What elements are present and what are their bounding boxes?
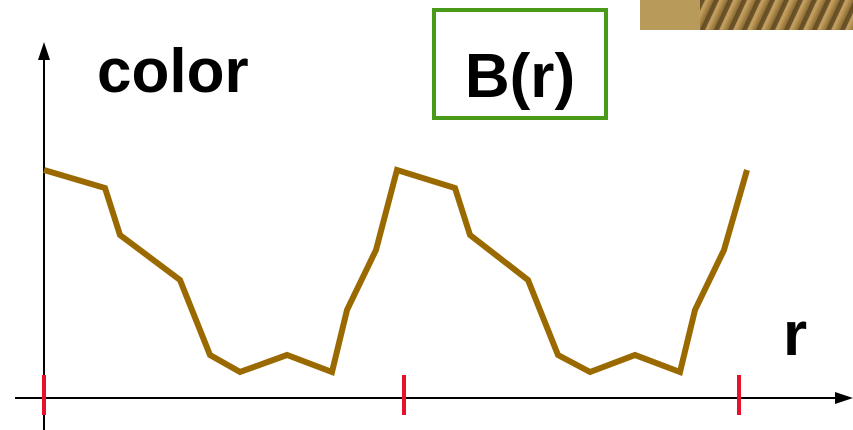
texture-stripes	[700, 0, 853, 30]
profile-curve	[44, 170, 747, 372]
page: color B(r) r (() => { const data = JSON.…	[0, 0, 853, 430]
x-axis-label: r	[783, 300, 807, 369]
y-axis-label: color	[97, 37, 249, 106]
y-axis-arrow	[38, 42, 50, 60]
function-label: B(r)	[465, 42, 575, 111]
diagram: color B(r) r	[0, 0, 853, 430]
x-axis-arrow	[835, 392, 853, 404]
